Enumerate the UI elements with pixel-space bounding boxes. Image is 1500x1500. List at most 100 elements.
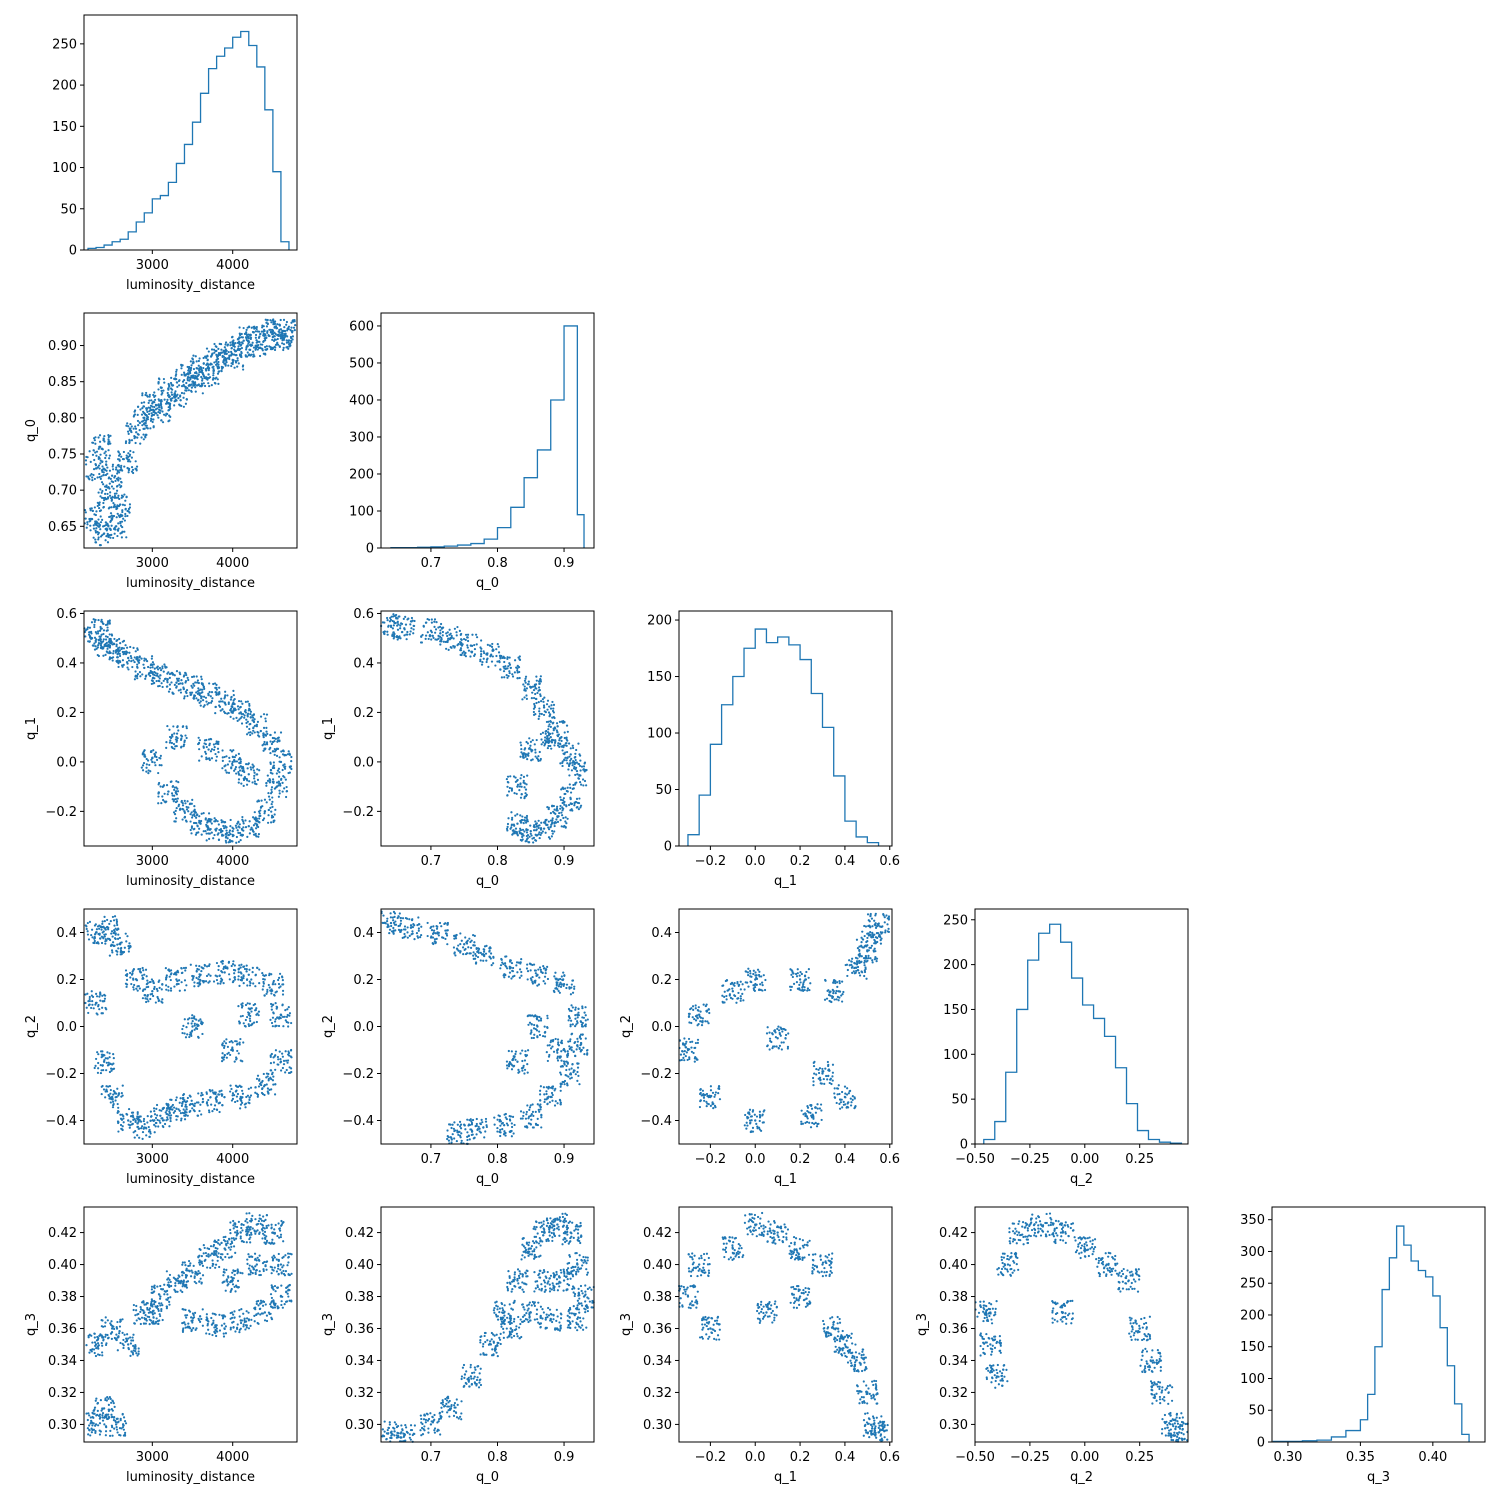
- scatter-point: [97, 644, 100, 647]
- scatter-point: [173, 985, 176, 988]
- scatter-point: [520, 793, 523, 796]
- scatter-point: [118, 936, 122, 940]
- scatter-point: [432, 925, 435, 928]
- scatter-point: [194, 833, 198, 836]
- scatter-point: [509, 775, 512, 778]
- scatter-point: [254, 347, 258, 350]
- scatter-point: [264, 974, 268, 977]
- scatter-point: [276, 323, 279, 326]
- scatter-point: [106, 626, 109, 629]
- scatter-point: [506, 785, 509, 788]
- scatter-point: [185, 673, 188, 677]
- scatter-point: [245, 355, 249, 358]
- scatter-point: [155, 755, 158, 759]
- scatter-point: [148, 393, 151, 396]
- scatter-point: [247, 731, 250, 734]
- scatter-point: [482, 657, 485, 660]
- scatter-point: [182, 1024, 185, 1027]
- scatter-point: [254, 330, 257, 333]
- scatter-point: [526, 758, 529, 761]
- scatter-point: [195, 970, 198, 973]
- scatter-point: [103, 440, 106, 443]
- scatter-point: [191, 798, 194, 801]
- scatter-point: [215, 353, 218, 356]
- scatter-point: [118, 652, 121, 655]
- scatter-point: [248, 1012, 251, 1015]
- scatter-point: [181, 818, 184, 821]
- scatter-point: [206, 359, 209, 362]
- scatter-point: [122, 639, 126, 643]
- scatter-point: [94, 436, 97, 439]
- scatter-point: [144, 968, 148, 971]
- scatter-point: [146, 415, 149, 419]
- scatter-point: [158, 986, 161, 990]
- scatter-point: [186, 1096, 189, 1100]
- scatter-point: [470, 650, 473, 653]
- axes-frame: [83, 312, 298, 549]
- scatter-point: [168, 396, 171, 399]
- scatter-point: [113, 475, 117, 478]
- scatter-point: [117, 476, 120, 479]
- scatter-point: [191, 978, 194, 981]
- scatter-point: [151, 420, 154, 424]
- scatter-point: [580, 765, 584, 768]
- scatter-point: [98, 642, 101, 645]
- y-tick-label: 150: [647, 670, 672, 685]
- scatter-point: [176, 797, 179, 800]
- scatter-point: [223, 827, 226, 830]
- scatter-point: [540, 743, 543, 746]
- scatter-point: [194, 386, 197, 389]
- scatter-point: [281, 337, 284, 340]
- scatter-point: [525, 831, 529, 834]
- scatter-point: [245, 725, 249, 728]
- scatter-point: [512, 775, 516, 778]
- scatter-point: [141, 974, 144, 977]
- scatter-point: [283, 326, 286, 329]
- scatter-point: [544, 831, 547, 834]
- scatter-point: [133, 678, 137, 681]
- scatter-point: [195, 1018, 198, 1021]
- scatter-point: [97, 1067, 100, 1070]
- scatter-point: [166, 724, 169, 728]
- scatter-point: [528, 835, 531, 838]
- scatter-point: [168, 741, 172, 744]
- scatter-point: [237, 840, 240, 844]
- scatter-point: [109, 434, 112, 437]
- scatter-point: [231, 1049, 234, 1052]
- scatter-point: [125, 495, 128, 498]
- scatter-point: [195, 964, 198, 967]
- scatter-point: [271, 328, 274, 332]
- scatter-point: [387, 625, 390, 628]
- scatter-point: [409, 926, 413, 929]
- scatter-point: [153, 753, 157, 757]
- scatter-point: [190, 1099, 193, 1102]
- scatter-point: [247, 712, 250, 715]
- scatter-point: [496, 660, 499, 663]
- scatter-point: [101, 925, 104, 929]
- scatter-point: [466, 646, 469, 649]
- scatter-point: [92, 1007, 95, 1010]
- scatter-point: [136, 666, 139, 669]
- scatter-point: [481, 660, 484, 664]
- scatter-point: [193, 985, 196, 988]
- scatter-point: [201, 698, 205, 702]
- scatter-point: [257, 1010, 261, 1013]
- scatter-point: [86, 628, 89, 631]
- scatter-point: [175, 806, 178, 810]
- scatter-point: [557, 815, 560, 818]
- scatter-point: [136, 677, 139, 680]
- scatter-point: [229, 698, 233, 701]
- scatter-point: [135, 469, 138, 472]
- scatter-point: [396, 638, 399, 641]
- scatter-point: [192, 828, 195, 831]
- scatter-point: [174, 800, 178, 804]
- scatter-point: [236, 357, 239, 360]
- scatter-point: [189, 1102, 192, 1106]
- scatter-point: [122, 458, 125, 461]
- scatter-point: [108, 633, 111, 636]
- scatter-point: [208, 757, 211, 760]
- y-tick-label: 100: [647, 727, 672, 742]
- scatter-point: [94, 1064, 97, 1068]
- scatter-point: [510, 824, 513, 827]
- scatter-point: [571, 764, 574, 767]
